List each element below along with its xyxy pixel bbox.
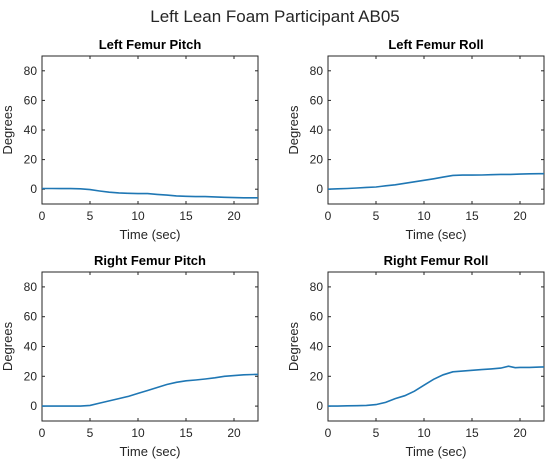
y-axis-label: Degrees bbox=[286, 105, 301, 155]
y-tick-label: 0 bbox=[30, 182, 37, 196]
plot-area bbox=[41, 271, 259, 422]
y-tick-label: 40 bbox=[310, 123, 324, 137]
x-tick-label: 20 bbox=[227, 209, 241, 223]
plot-title: Right Femur Roll bbox=[384, 253, 489, 268]
y-tick-label: 40 bbox=[24, 340, 38, 354]
y-tick-label: 60 bbox=[24, 93, 38, 107]
x-tick-label: 20 bbox=[513, 209, 527, 223]
y-tick-label: 80 bbox=[310, 280, 324, 294]
y-tick-label: 80 bbox=[310, 64, 324, 78]
y-tick-label: 20 bbox=[24, 369, 38, 383]
y-axis-label: Degrees bbox=[0, 105, 15, 155]
plot-panel: Right Femur Pitch 0 5 10 15 20 0 20 40 60 80 Time (… bbox=[0, 253, 259, 459]
y-tick-label: 0 bbox=[316, 399, 323, 413]
plot-title: Right Femur Pitch bbox=[94, 253, 206, 268]
figure-title: Left Lean Foam Participant AB05 bbox=[150, 7, 400, 26]
x-axis-label: Time (sec) bbox=[120, 227, 181, 242]
y-tick-label: 20 bbox=[310, 369, 324, 383]
x-axis-label: Time (sec) bbox=[406, 444, 467, 459]
y-axis-label: Degrees bbox=[286, 321, 301, 371]
x-tick-label: 0 bbox=[39, 209, 46, 223]
x-tick-label: 0 bbox=[325, 209, 332, 223]
y-tick-label: 0 bbox=[30, 399, 37, 413]
plot-title: Left Femur Pitch bbox=[99, 37, 202, 52]
y-tick-label: 80 bbox=[24, 280, 38, 294]
x-tick-label: 20 bbox=[227, 426, 241, 440]
plot-title: Left Femur Roll bbox=[388, 37, 483, 52]
x-axis-label: Time (sec) bbox=[120, 444, 181, 459]
x-axis-label: Time (sec) bbox=[406, 227, 467, 242]
x-tick-label: 15 bbox=[179, 426, 193, 440]
y-tick-label: 60 bbox=[24, 310, 38, 324]
plot-panel: Left Femur Pitch 0 5 10 15 20 0 20 40 60 80 Time (s… bbox=[0, 37, 259, 242]
x-tick-label: 5 bbox=[373, 426, 380, 440]
y-tick-label: 60 bbox=[310, 310, 324, 324]
x-tick-label: 15 bbox=[465, 209, 479, 223]
x-tick-label: 0 bbox=[39, 426, 46, 440]
plot-area bbox=[41, 55, 259, 205]
y-tick-label: 80 bbox=[24, 64, 38, 78]
x-tick-label: 0 bbox=[325, 426, 332, 440]
x-tick-label: 15 bbox=[465, 426, 479, 440]
series-line bbox=[328, 365, 545, 407]
x-tick-label: 15 bbox=[179, 209, 193, 223]
series-line bbox=[42, 373, 259, 407]
x-tick-label: 10 bbox=[417, 209, 431, 223]
y-tick-label: 20 bbox=[310, 153, 324, 167]
plot-area bbox=[327, 55, 545, 205]
y-axis-label: Degrees bbox=[0, 321, 15, 371]
y-tick-label: 40 bbox=[24, 123, 38, 137]
x-tick-label: 5 bbox=[373, 209, 380, 223]
x-tick-label: 10 bbox=[417, 426, 431, 440]
y-tick-label: 60 bbox=[310, 93, 324, 107]
series-line bbox=[42, 187, 258, 199]
y-tick-label: 40 bbox=[310, 340, 324, 354]
x-tick-label: 5 bbox=[87, 209, 94, 223]
x-tick-label: 20 bbox=[513, 426, 527, 440]
y-tick-label: 20 bbox=[24, 153, 38, 167]
plot-area bbox=[327, 271, 545, 422]
y-tick-label: 0 bbox=[316, 182, 323, 196]
x-tick-label: 10 bbox=[131, 426, 145, 440]
series-line bbox=[327, 172, 544, 190]
plot-panel: Left Femur Roll 0 5 10 15 20 0 20 40 60 80 Time (se… bbox=[286, 37, 545, 242]
x-tick-label: 10 bbox=[131, 209, 145, 223]
x-tick-label: 5 bbox=[87, 426, 94, 440]
plot-panel: Right Femur Roll 0 5 10 15 20 0 20 40 60 80 Time (s… bbox=[286, 253, 545, 459]
